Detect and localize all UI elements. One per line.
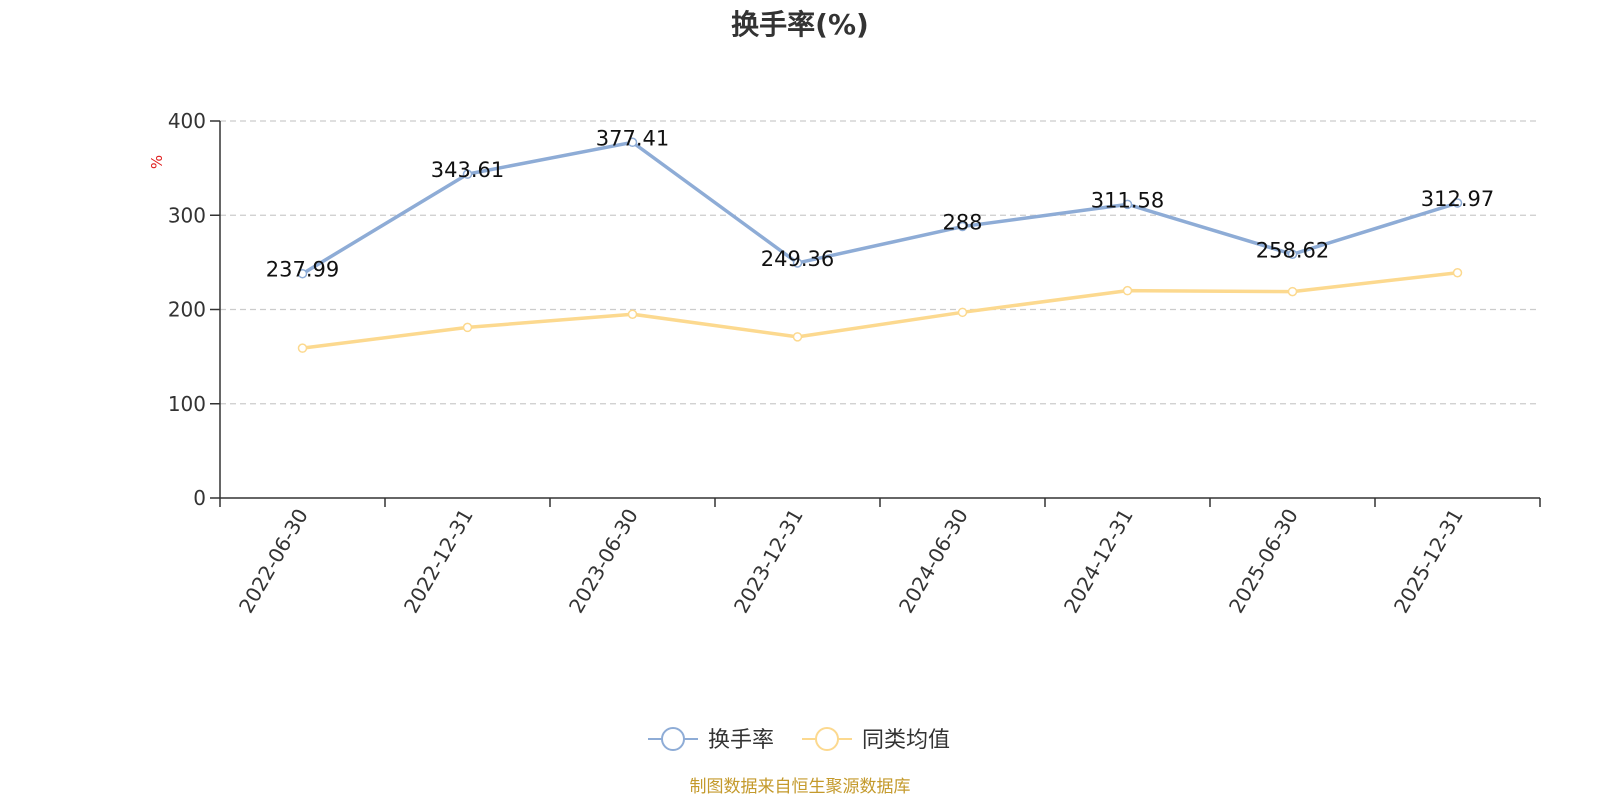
data-point[interactable] — [792, 258, 803, 268]
grid-lines — [220, 120, 1540, 405]
legend: 换手率 同类均值 — [648, 727, 950, 753]
data-point[interactable] — [1122, 285, 1133, 296]
data-source-note: 制图数据来自恒生聚源数据库 — [690, 777, 911, 797]
y-tick-labels: 0 100 200 300 400 — [168, 109, 206, 510]
y-axis-unit-label: % — [148, 155, 166, 169]
data-point[interactable] — [792, 332, 803, 342]
legend-item-turnover-rate[interactable]: 换手率 — [648, 727, 774, 753]
y-tick-label: 400 — [168, 109, 206, 133]
y-tick-label: 100 — [168, 392, 206, 416]
data-point[interactable] — [1287, 249, 1298, 260]
x-tick-label: 2023-06-30 — [564, 505, 643, 618]
x-tick-label: 2025-12-31 — [1389, 505, 1468, 618]
data-label: 311.58 — [1091, 188, 1164, 212]
legend-swatch-marker — [815, 727, 839, 751]
x-tick-label: 2024-06-30 — [894, 505, 973, 618]
data-label: 258.62 — [1256, 238, 1329, 262]
data-point[interactable] — [1452, 198, 1463, 208]
y-tick-label: 300 — [168, 203, 206, 227]
x-tick-label: 2022-06-30 — [234, 505, 313, 618]
x-tick-label: 2023-12-31 — [729, 505, 808, 618]
data-point[interactable] — [297, 343, 308, 353]
data-label: 237.99 — [266, 258, 339, 282]
data-point[interactable] — [957, 221, 968, 232]
y-tick-label: 200 — [168, 298, 206, 322]
data-labels: 237.99 343.61 377.41 249.36 288 311.58 258.62 3… — [266, 126, 1494, 281]
legend-label-peer-average: 同类均值 — [862, 728, 950, 753]
data-point[interactable] — [1452, 267, 1463, 278]
x-tick-label: 2022-12-31 — [399, 505, 478, 618]
data-point[interactable] — [1122, 199, 1133, 210]
data-label: 249.36 — [761, 247, 834, 271]
data-label: 312.97 — [1421, 187, 1494, 211]
data-point[interactable] — [297, 268, 308, 279]
data-point[interactable] — [627, 137, 638, 148]
legend-label-turnover-rate: 换手率 — [708, 728, 774, 753]
x-tick-label: 2024-12-31 — [1059, 505, 1138, 618]
data-label: 377.41 — [596, 126, 669, 150]
series-points — [297, 137, 1463, 353]
x-tick-labels: 2022-06-30 2022-12-31 2023-06-30 2023-12-31… — [234, 505, 1468, 618]
data-point[interactable] — [462, 322, 473, 333]
legend-item-peer-average[interactable]: 同类均值 — [802, 727, 950, 753]
data-label: 343.61 — [431, 158, 504, 182]
chart-title: 换手率(%) — [731, 8, 869, 41]
series-line — [301, 140, 1459, 276]
axes — [210, 120, 1541, 507]
data-label: 288 — [942, 211, 982, 235]
legend-swatch-marker — [661, 727, 685, 751]
data-point[interactable] — [462, 169, 473, 179]
data-point[interactable] — [957, 307, 968, 318]
series-lines — [301, 140, 1459, 350]
data-point[interactable] — [1287, 286, 1298, 297]
y-tick-label: 0 — [193, 486, 206, 510]
data-point[interactable] — [627, 309, 638, 319]
series-line — [302, 271, 1458, 350]
x-tick-label: 2025-06-30 — [1224, 505, 1303, 618]
